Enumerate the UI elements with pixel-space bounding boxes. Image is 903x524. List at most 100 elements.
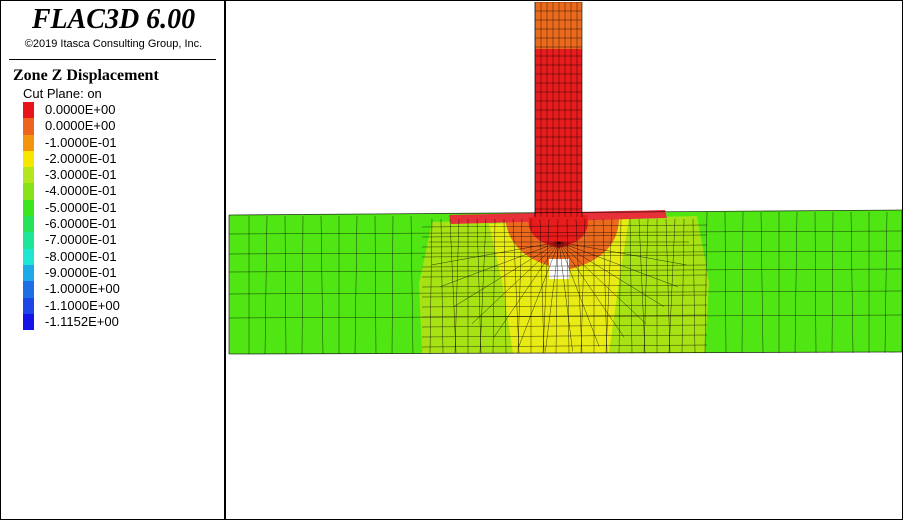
mesh-line: [284, 215, 287, 355]
legend-swatch: [23, 216, 34, 233]
mesh-line: [421, 224, 708, 228]
legend-swatch: [23, 264, 34, 282]
legend-swatch: [23, 167, 34, 184]
mesh-line: [558, 241, 647, 324]
cut-plane-status: Cut Plane: on: [23, 86, 102, 101]
legend-swatch: [23, 150, 34, 168]
mesh-line: [668, 218, 676, 354]
legend-label: -2.0000E-01: [45, 150, 117, 166]
zone-mesh: [228, 1, 903, 355]
legend-label: -5.0000E-01: [45, 199, 117, 215]
mesh-line: [558, 241, 678, 287]
mesh-line: [421, 324, 708, 328]
legend-swatch: [23, 134, 34, 151]
mesh-line: [421, 264, 708, 268]
legend-label: -8.0000E-01: [45, 248, 117, 264]
legend-swatch: [23, 313, 34, 331]
legend-label: -9.0000E-01: [45, 264, 117, 280]
legend-label: -3.0000E-01: [45, 167, 117, 183]
legend-swatch: [23, 248, 34, 265]
mesh-line: [605, 218, 613, 354]
mesh-line: [558, 241, 573, 352]
mesh-line: [545, 241, 560, 352]
mesh-line: [454, 218, 460, 354]
legend-label: 0.0000E+00: [45, 118, 116, 134]
mesh-line: [471, 241, 560, 324]
mesh-line: [449, 218, 457, 354]
mesh-line: [421, 234, 708, 238]
plot-title: Zone Z Displacement: [13, 67, 159, 84]
mesh-line: [228, 314, 903, 319]
mesh-line: [558, 241, 600, 347]
model-viewport[interactable]: [227, 1, 903, 519]
legend-swatch: [23, 102, 34, 119]
mesh-line: [643, 218, 649, 354]
pile-body: [535, 49, 582, 224]
mesh-line: [558, 241, 625, 338]
mesh-line: [665, 218, 671, 354]
mesh-line: [421, 344, 708, 348]
mesh-line: [638, 218, 646, 354]
app-title: FLAC3D 6.00: [31, 4, 196, 35]
mesh-line: [421, 314, 708, 318]
mesh-line: [354, 215, 358, 355]
mesh-line: [517, 218, 523, 354]
mesh-line: [440, 241, 560, 287]
mesh-line: [421, 304, 708, 308]
mesh-line: [429, 218, 433, 354]
legend-label: -1.0000E+00: [45, 281, 120, 297]
legend-label: -7.0000E-01: [45, 232, 117, 248]
mesh-line: [794, 211, 798, 354]
pile-top-section: [535, 2, 582, 50]
mesh-line: [724, 211, 727, 354]
pile-tip: [528, 215, 588, 248]
legend-swatch: [23, 199, 34, 217]
mesh-line: [814, 211, 817, 354]
legend-swatch: [23, 118, 34, 135]
mesh-line: [741, 211, 744, 354]
legend-swatch: [23, 297, 34, 314]
legend-panel: FLAC3D 6.00 ©2019 Itasca Consulting Grou…: [1, 1, 226, 519]
cavity-opening: [549, 259, 569, 279]
copyright-text: ©2019 Itasca Consulting Group, Inc.: [24, 38, 203, 50]
mesh-line: [850, 211, 854, 354]
mesh-line: [476, 218, 482, 354]
legend-label: -1.1152E+00: [45, 313, 119, 329]
mesh-line: [431, 241, 560, 266]
legend-label: 0.0000E+00: [45, 102, 116, 117]
mesh-line: [884, 211, 888, 354]
mesh-line: [421, 274, 708, 278]
mesh-line: [704, 211, 708, 354]
mesh-line: [320, 215, 324, 355]
mesh-line: [831, 211, 834, 354]
legend-label: -1.0000E-01: [45, 134, 117, 150]
mesh-line: [410, 215, 414, 355]
mesh-line: [492, 218, 496, 354]
mesh-line: [493, 241, 560, 338]
model-plot[interactable]: [227, 1, 903, 519]
mesh-line: [421, 334, 708, 338]
legend-swatch: [23, 232, 34, 249]
mesh-line: [503, 218, 507, 354]
mesh-line: [391, 215, 394, 355]
mesh-line: [374, 215, 377, 355]
legend-label: -4.0000E-01: [45, 183, 117, 199]
legend-swatch: [23, 183, 34, 200]
mesh-line: [264, 215, 268, 355]
mesh-line: [228, 268, 903, 273]
legend-swatch: [23, 281, 34, 298]
mesh-line: [681, 218, 685, 354]
mesh-line: [421, 294, 708, 298]
mesh-line: [228, 351, 903, 355]
mesh-line: [479, 218, 487, 354]
mesh-line: [558, 241, 665, 307]
mesh-line: [558, 241, 687, 266]
mesh-line: [760, 211, 764, 354]
legend-label: -6.0000E-01: [45, 216, 117, 232]
mesh-line: [228, 230, 903, 235]
mesh-line: [421, 244, 708, 248]
mesh-line: [518, 241, 560, 347]
mesh-line: [512, 218, 520, 354]
mesh-line: [228, 250, 903, 255]
